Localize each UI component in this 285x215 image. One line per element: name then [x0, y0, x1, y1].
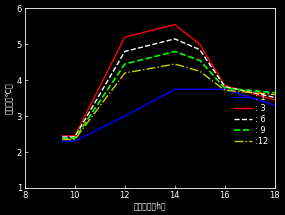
: 3: (9.5, 2.45): 3: (9.5, 2.45): [61, 135, 64, 137]
: 3: (16, 3.85): 3: (16, 3.85): [223, 84, 227, 87]
:12: [61, 138, 64, 141]
: 9: (18, 3.65): 9: (18, 3.65): [273, 92, 276, 94]
: 1: (10, 2.3): 1: (10, 2.3): [73, 140, 76, 143]
: 9: (15, 4.55): 9: (15, 4.55): [198, 59, 201, 62]
: 6: (18, 3.52): 6: (18, 3.52): [273, 96, 276, 99]
: 1: (12, 3): 1: (12, 3): [123, 115, 127, 117]
:12: [198, 70, 201, 72]
X-axis label: 時　間　（h）: 時 間 （h）: [133, 201, 166, 210]
: 6: (9.5, 2.42): 6: (9.5, 2.42): [61, 136, 64, 138]
:12: [223, 89, 227, 92]
: 6: (15, 4.85): 6: (15, 4.85): [198, 48, 201, 51]
: 6: (12, 4.8): 6: (12, 4.8): [123, 50, 127, 53]
:12: [123, 72, 127, 74]
Line: :12: :12: [62, 64, 275, 140]
Line: : 6: : 6: [62, 39, 275, 137]
: 1: (16, 3.75): 1: (16, 3.75): [223, 88, 227, 91]
: 6: (14, 5.15): 6: (14, 5.15): [173, 38, 176, 40]
: 1: (9.5, 2.3): 1: (9.5, 2.3): [61, 140, 64, 143]
Line: : 9: : 9: [62, 51, 275, 138]
: 3: (14, 5.55): 3: (14, 5.55): [173, 23, 176, 26]
: 6: (10, 2.42): 6: (10, 2.42): [73, 136, 76, 138]
: 9: (10, 2.38): 9: (10, 2.38): [73, 137, 76, 140]
: 9: (14, 4.8): 9: (14, 4.8): [173, 50, 176, 53]
Y-axis label: 温　度（℃）: 温 度（℃）: [5, 82, 14, 114]
: 3: (15, 5): 3: (15, 5): [198, 43, 201, 46]
: 3: (12, 5.2): 3: (12, 5.2): [123, 36, 127, 38]
:12: [173, 63, 176, 65]
: 9: (16, 3.78): 9: (16, 3.78): [223, 87, 227, 89]
Legend: : 1, : 3, : 6, : 9, :12: : 1, : 3, : 6, : 9, :12: [232, 91, 271, 149]
:12: [73, 138, 76, 141]
: 6: (16, 3.82): 6: (16, 3.82): [223, 85, 227, 88]
:12: [273, 93, 276, 96]
Line: : 1: : 1: [62, 89, 275, 141]
: 1: (14, 3.75): 1: (14, 3.75): [173, 88, 176, 91]
: 3: (18, 3.45): 3: (18, 3.45): [273, 99, 276, 101]
: 1: (15, 3.75): 1: (15, 3.75): [198, 88, 201, 91]
: 9: (12, 4.45): 9: (12, 4.45): [123, 63, 127, 65]
: 9: (9.5, 2.38): 9: (9.5, 2.38): [61, 137, 64, 140]
: 1: (18, 3.3): 1: (18, 3.3): [273, 104, 276, 107]
: 3: (10, 2.45): 3: (10, 2.45): [73, 135, 76, 137]
Line: : 3: : 3: [62, 25, 275, 136]
